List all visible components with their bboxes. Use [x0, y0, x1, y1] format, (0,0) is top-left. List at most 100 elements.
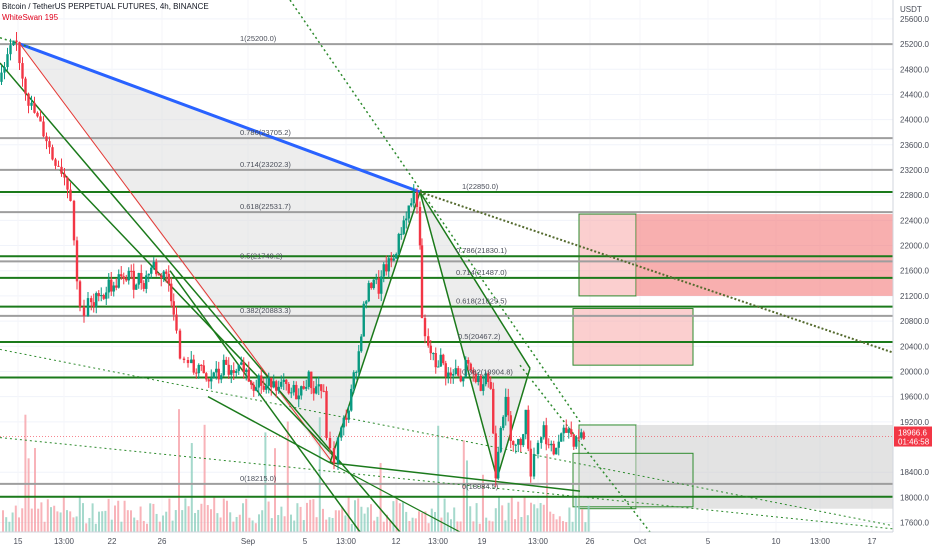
- candle-body: [277, 386, 280, 391]
- x-tick-label: 13:00: [54, 537, 75, 546]
- volume-bar: [14, 505, 17, 532]
- volume-bar: [546, 453, 548, 532]
- volume-bar: [21, 508, 24, 532]
- fib-label-lower: 0.618(21029.5): [456, 297, 507, 306]
- candle-body: [247, 369, 250, 382]
- candle-body: [310, 371, 313, 389]
- volume-bar: [190, 443, 193, 532]
- candle-body: [532, 454, 536, 477]
- volume-bar: [152, 503, 155, 532]
- candle-body: [444, 363, 447, 377]
- volume-bar: [501, 505, 504, 532]
- time-axis[interactable]: 15 13:00 22 26 Sep 5 13:00 12 13:00 19 13:00 26 Oct 5…: [14, 537, 877, 546]
- x-tick-label: Sep: [241, 537, 256, 546]
- candle-body: [397, 233, 400, 255]
- candle-body: [182, 358, 186, 360]
- volume-bar: [306, 502, 308, 532]
- candle-body: [210, 377, 213, 382]
- volume-bar: [478, 523, 481, 532]
- volume-bar: [194, 513, 196, 532]
- fib-labels: 1(25200.0) 0.786(23705.2) 0.714(23202.3) 0.…: [240, 34, 513, 491]
- volume-bar: [315, 517, 318, 532]
- volume-bar: [290, 514, 292, 532]
- volume-bar: [146, 523, 148, 532]
- y-tick-label: 19600.0: [900, 393, 929, 402]
- volume-bar: [197, 509, 200, 532]
- fib-label-upper: 0.618(22531.7): [240, 202, 291, 211]
- x-tick-label: 12: [392, 537, 401, 546]
- price-axis-background: [893, 0, 932, 550]
- volume-bar: [248, 517, 251, 532]
- indicator-label[interactable]: WhiteSwan 195: [2, 13, 59, 22]
- candle-body: [547, 444, 550, 446]
- candle-body: [252, 384, 255, 391]
- candle-body: [147, 273, 150, 276]
- candle-body: [582, 432, 585, 439]
- candle-body: [127, 270, 130, 281]
- y-tick-label: 18400.0: [900, 468, 929, 477]
- volume-bar: [133, 517, 136, 532]
- x-tick-label: 17: [868, 537, 877, 546]
- supply-zone-mid: [572, 307, 694, 366]
- candle-body: [519, 438, 522, 446]
- candle-body: [122, 276, 125, 279]
- volume-bar: [450, 519, 452, 532]
- volume-bar: [274, 448, 276, 532]
- candle-body: [512, 440, 515, 445]
- candle-body: [300, 386, 303, 396]
- volume-bar: [498, 497, 500, 532]
- candle-body: [287, 384, 290, 394]
- candle-body: [454, 368, 457, 374]
- y-tick-label: 22400.0: [900, 216, 929, 225]
- candle-body: [24, 78, 27, 94]
- volume-bar: [94, 523, 97, 532]
- dotted-trend-upper: [419, 191, 893, 354]
- volume-bar: [98, 511, 100, 532]
- candle-body: [160, 275, 163, 278]
- green-swing-lower-left: [419, 191, 498, 479]
- volume-bar: [238, 514, 241, 532]
- candle-body: [472, 370, 475, 374]
- candle-body: [167, 273, 170, 284]
- volume-bar: [232, 521, 235, 532]
- candle-body: [550, 443, 553, 446]
- candle-body: [489, 382, 492, 389]
- candle-body: [439, 354, 442, 367]
- volume-bar: [414, 518, 417, 532]
- fib-label-upper: 0.382(20883.3): [240, 306, 291, 315]
- x-tick-label: Oct: [634, 537, 647, 546]
- y-tick-label: 24400.0: [900, 90, 929, 99]
- volume-bar: [485, 517, 488, 532]
- volume-bar: [62, 497, 65, 532]
- candle-body: [395, 254, 398, 259]
- candle-body: [390, 258, 393, 261]
- demand-zone-right: [636, 424, 893, 509]
- candle-body: [54, 159, 57, 166]
- volume-bar: [123, 500, 126, 532]
- candle-body: [222, 359, 225, 376]
- x-tick-label: 26: [586, 537, 595, 546]
- candle-body: [479, 375, 482, 391]
- price-axis[interactable]: 25600.0 25200.0 24800.0 24400.0 24000.0 23600…: [900, 15, 929, 528]
- candle-body: [509, 415, 512, 441]
- volume-bar: [578, 506, 580, 532]
- candle-body: [157, 274, 160, 276]
- volume-bar: [568, 507, 571, 532]
- candle-body: [562, 427, 565, 434]
- candle-body: [412, 192, 415, 204]
- volume-bar: [536, 508, 539, 532]
- volume-bar: [101, 511, 104, 532]
- candle-body: [555, 447, 558, 455]
- last-price-badge: 18966.601:46:58: [894, 426, 932, 447]
- candle-body: [557, 441, 560, 448]
- candle-body: [370, 283, 373, 289]
- volume-bar: [411, 517, 414, 532]
- candle-body: [527, 409, 530, 449]
- candle-body: [63, 173, 66, 178]
- volume-bar: [530, 502, 532, 532]
- volume-bar: [18, 517, 20, 532]
- candle-body: [482, 384, 485, 391]
- volume-bar: [88, 517, 91, 532]
- volume-bar: [462, 440, 465, 532]
